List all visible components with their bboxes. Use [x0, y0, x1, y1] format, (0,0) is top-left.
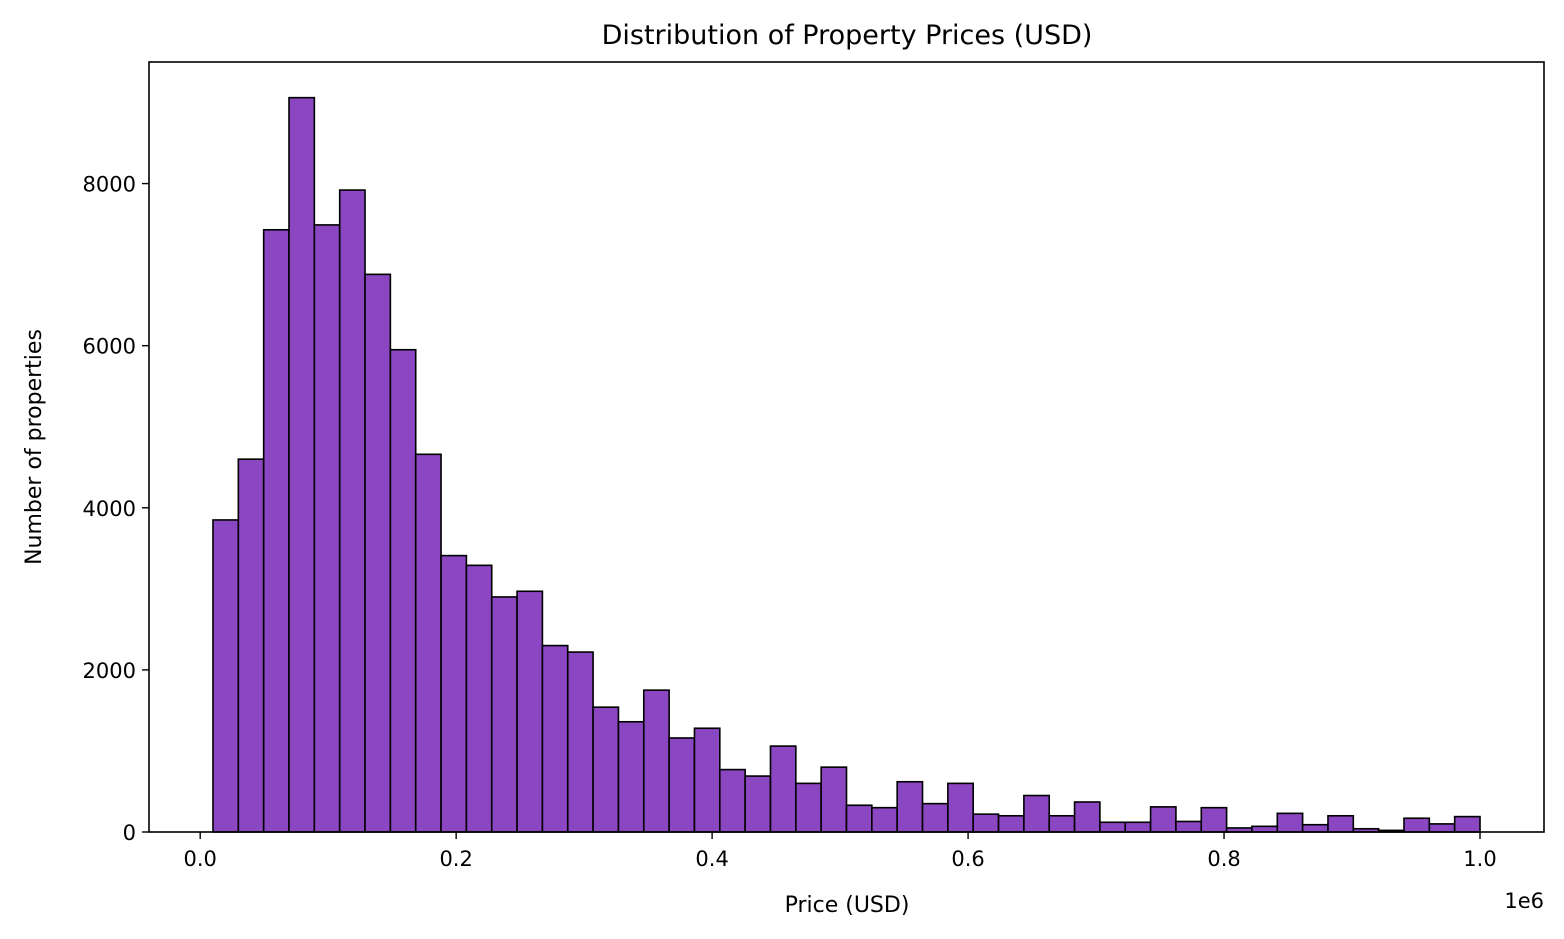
chart-title: Distribution of Property Prices (USD): [602, 20, 1093, 51]
x-tick-label-1: 0.2: [439, 847, 472, 871]
histogram-bar-3: [288, 96, 316, 833]
y-tick-label-2: 4000: [83, 497, 136, 521]
histogram-bar-5: [338, 189, 366, 833]
histogram-bar-28: [921, 802, 949, 833]
bars-layer: [212, 96, 1481, 833]
histogram-bar-37: [1149, 806, 1177, 833]
histogram-bar-33: [1048, 814, 1076, 833]
histogram-bar-12: [516, 590, 544, 833]
histogram-bar-20: [718, 768, 746, 833]
histogram-bar-36: [1124, 821, 1152, 833]
histogram-bar-24: [820, 766, 848, 833]
histogram-bar-6: [364, 273, 392, 833]
histogram-bar-43: [1301, 823, 1329, 833]
x-axis-label: Price (USD): [785, 893, 910, 918]
x-tick-label-4: 0.8: [1207, 847, 1240, 871]
histogram-bar-21: [744, 775, 772, 833]
histogram-bar-35: [1099, 821, 1127, 833]
histogram-bar-32: [1023, 794, 1051, 833]
x-axis-offset-label: 1e6: [1504, 889, 1544, 913]
histogram-bar-25: [845, 804, 873, 833]
histogram-bar-41: [1251, 825, 1279, 833]
x-tick-label-3: 0.6: [951, 847, 984, 871]
histogram-bar-1: [237, 458, 265, 833]
histogram-bar-29: [947, 782, 975, 833]
y-axis-label: Number of properties: [22, 329, 47, 565]
histogram-bar-13: [541, 644, 569, 833]
y-tick-label-0: 0: [123, 821, 136, 845]
histogram-bar-2: [262, 228, 290, 833]
x-tick-label-2: 0.4: [695, 847, 728, 871]
histogram-bar-31: [997, 814, 1025, 833]
y-tick-label-1: 2000: [83, 659, 136, 683]
histogram-bar-17: [642, 689, 670, 833]
histogram-bar-9: [440, 554, 468, 833]
histogram-bar-15: [592, 706, 620, 833]
histogram-bar-22: [769, 745, 797, 833]
histogram-bar-8: [414, 453, 442, 833]
x-axis-ticks: 0.0 0.2 0.4 0.6 0.8 1.0: [183, 832, 1497, 871]
histogram-bar-30: [972, 813, 1000, 833]
histogram-bar-39: [1200, 806, 1228, 833]
histogram-bar-18: [668, 737, 696, 833]
histogram-bar-19: [693, 727, 721, 833]
histogram-bar-47: [1403, 817, 1431, 833]
histogram-bar-23: [795, 782, 822, 833]
histogram-bar-14: [566, 651, 594, 833]
histogram-bar-27: [896, 780, 924, 833]
histogram-bar-48: [1428, 823, 1456, 833]
histogram-bar-16: [617, 720, 645, 833]
plot-frame: [148, 61, 1545, 833]
histogram-bar-34: [1073, 801, 1101, 833]
y-tick-label-3: 6000: [83, 335, 136, 359]
histogram-bar-0: [212, 519, 240, 833]
y-tick-label-4: 8000: [83, 173, 136, 197]
histogram-bar-42: [1276, 812, 1304, 833]
y-axis-ticks: 0 2000 4000 6000 8000: [83, 173, 149, 845]
histogram-bar-38: [1175, 820, 1203, 833]
histogram-bar-7: [389, 348, 417, 833]
x-tick-label-5: 1.0: [1463, 847, 1496, 871]
histogram-bar-26: [871, 806, 898, 833]
histogram-bar-49: [1453, 815, 1481, 833]
histogram-bar-44: [1327, 814, 1355, 833]
x-tick-label-0: 0.0: [183, 847, 216, 871]
histogram-bar-11: [490, 596, 518, 833]
histogram-bar-4: [313, 224, 341, 833]
histogram-bar-10: [465, 564, 493, 833]
